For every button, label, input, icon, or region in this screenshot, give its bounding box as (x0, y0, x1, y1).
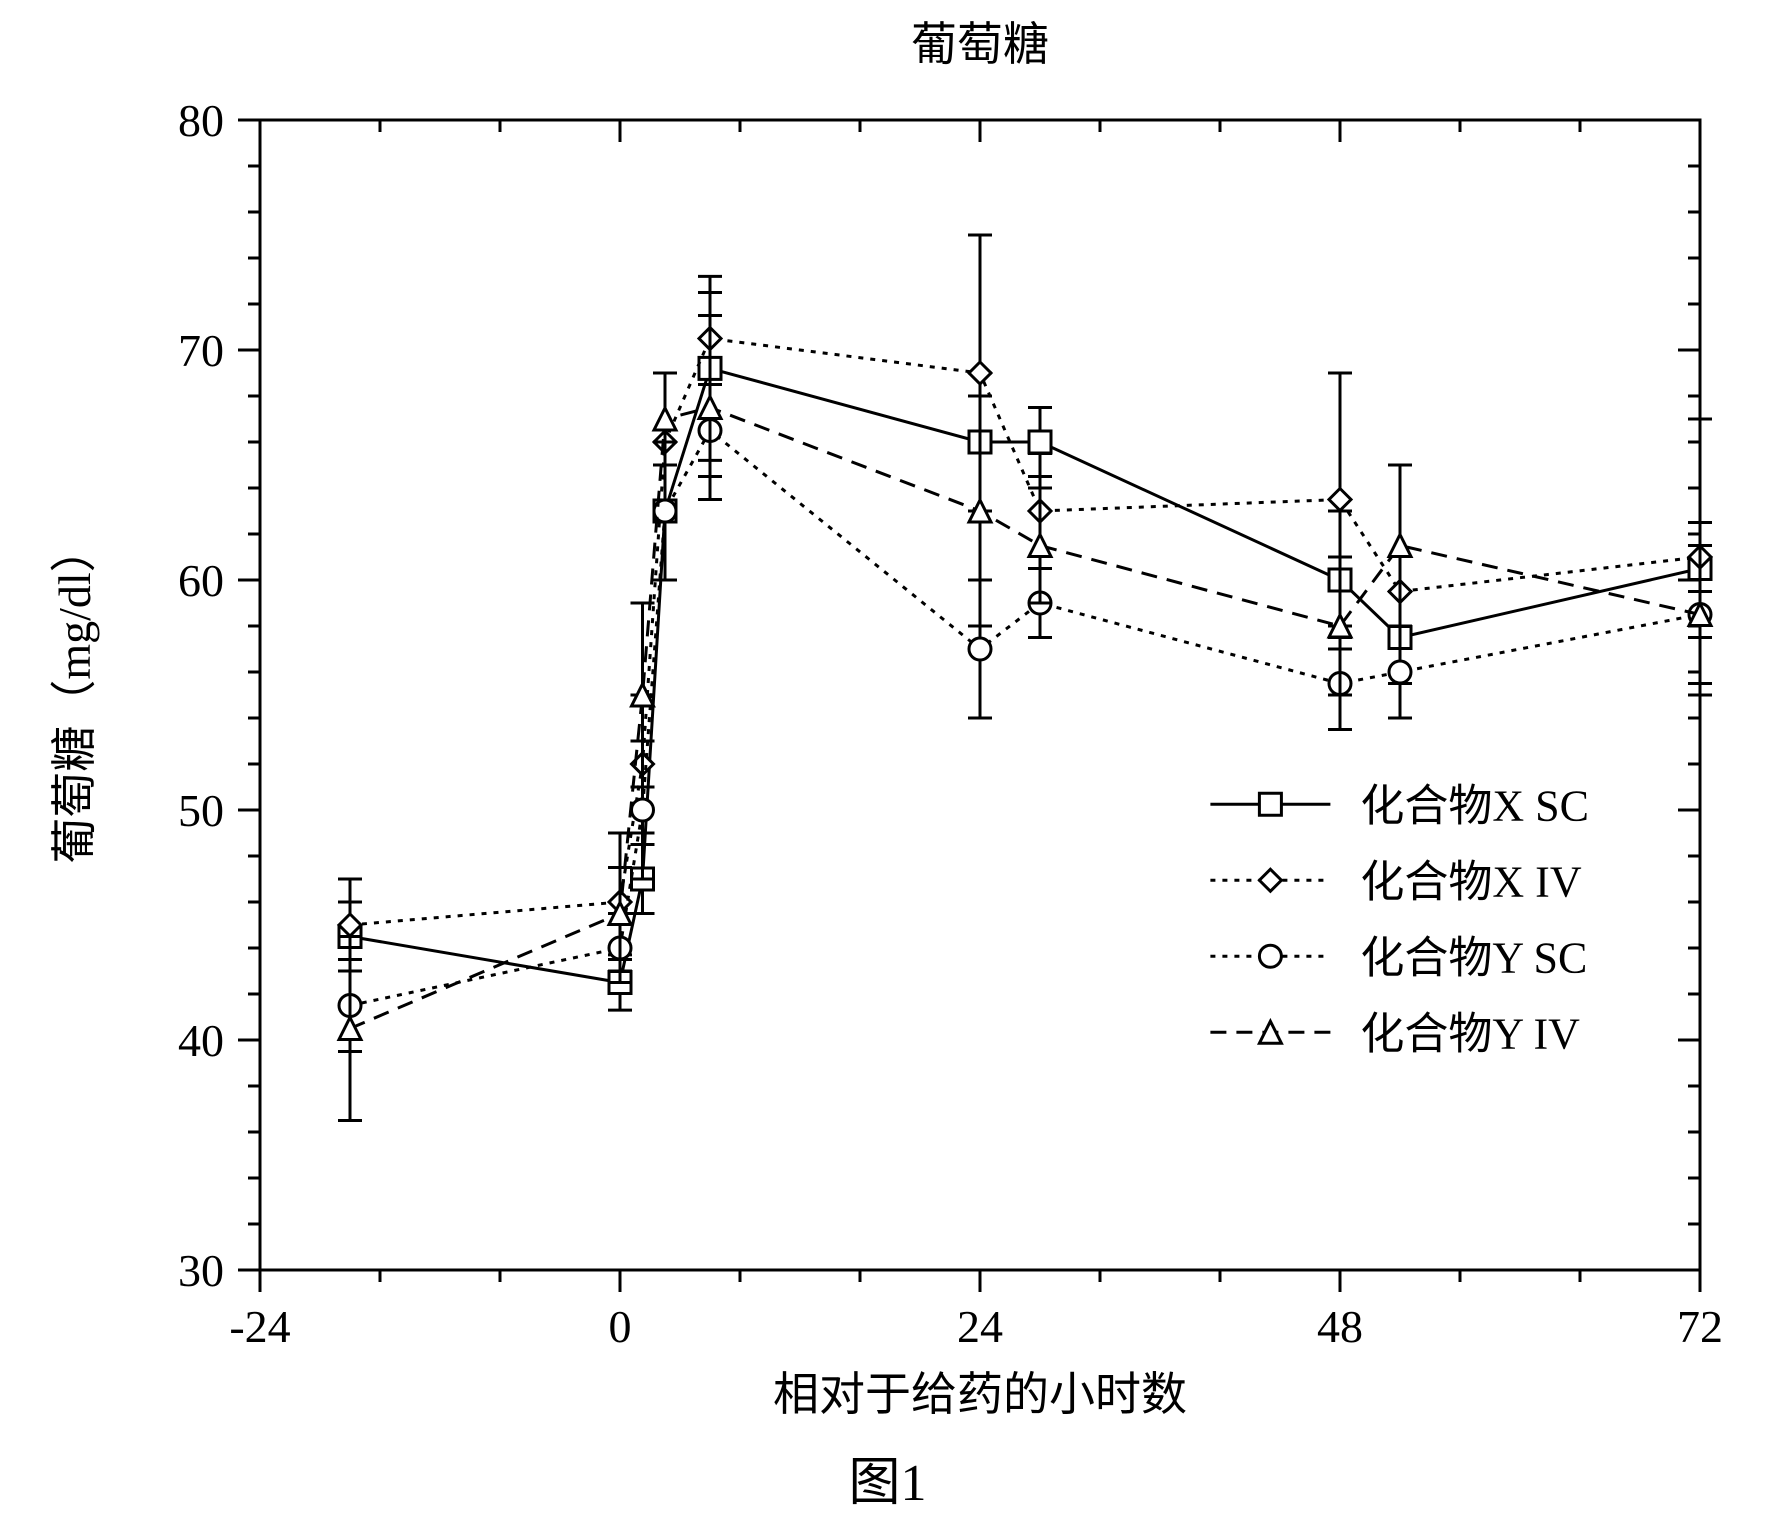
figure-wrap: 葡萄糖 -24 0 24 48 72 30 40 50 60 70 80 相对于给药的小时数 葡萄糖（mg… (0, 0, 1775, 1530)
y-tick-label: 80 (178, 95, 224, 146)
x-tick-label: -24 (229, 1301, 290, 1352)
y-tick-label: 70 (178, 325, 224, 376)
y-tick-label: 40 (178, 1015, 224, 1066)
x-tick-label: 0 (609, 1301, 632, 1352)
x-tick-label: 48 (1317, 1301, 1363, 1352)
legend-label: 化合物X SC (1360, 781, 1589, 830)
y-tick-label: 60 (178, 555, 224, 606)
legend-label: 化合物X IV (1360, 857, 1581, 906)
figure-label: 图1 (848, 1455, 926, 1512)
y-axis-label: 葡萄糖（mg/dl） (49, 526, 100, 863)
x-axis-label: 相对于给药的小时数 (773, 1369, 1187, 1420)
legend-label: 化合物Y IV (1360, 1009, 1580, 1058)
y-tick-label: 30 (178, 1245, 224, 1296)
legend-label: 化合物Y SC (1360, 933, 1587, 982)
chart-title: 葡萄糖 (911, 19, 1049, 70)
chart-svg: 葡萄糖 -24 0 24 48 72 30 40 50 60 70 80 相对于给药的小时数 葡萄糖（mg… (0, 0, 1775, 1530)
x-tick-label: 24 (957, 1301, 1003, 1352)
x-tick-label: 72 (1677, 1301, 1723, 1352)
y-tick-label: 50 (178, 785, 224, 836)
